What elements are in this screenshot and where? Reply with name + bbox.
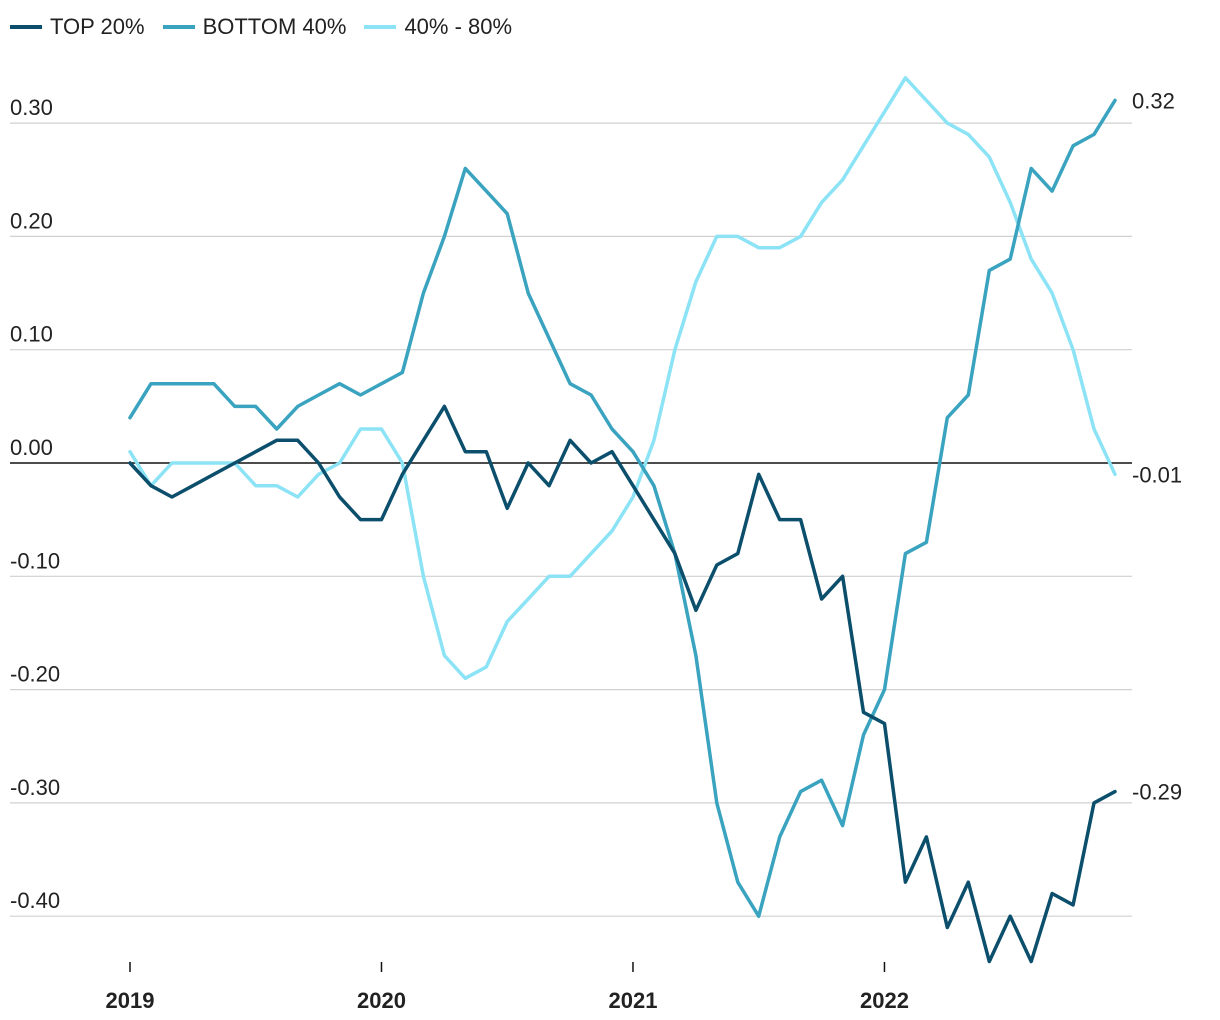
end-label-2: -0.01 (1132, 462, 1182, 487)
series-line-2 (128, 76, 1117, 681)
y-tick-label: 0.10 (10, 322, 53, 347)
x-tick-label: 2019 (106, 988, 155, 1013)
x-tick-label: 2020 (357, 988, 406, 1013)
y-tick-label: -0.10 (10, 548, 60, 573)
legend-swatch-top-20 (10, 25, 42, 29)
legend-swatch-bottom-40 (162, 25, 195, 29)
legend-item-top-20: TOP 20% (10, 14, 145, 40)
end-labels: -0.01 0.32 -0.29 (1132, 88, 1182, 804)
x-tick-label: 2022 (860, 988, 909, 1013)
x-axis: 2019 2020 2021 2022 (106, 962, 909, 1013)
gridlines (10, 122, 1132, 917)
legend-swatch-40-80 (364, 25, 397, 29)
y-tick-label: -0.20 (10, 662, 60, 687)
series-line-1 (128, 98, 1117, 918)
legend-label-top-20: TOP 20% (50, 14, 145, 39)
series-line-0 (128, 404, 1117, 964)
y-tick-label: 0.30 (10, 95, 53, 120)
y-tick-label: -0.40 (10, 888, 60, 913)
legend: TOP 20% BOTTOM 40% 40% - 80% (10, 14, 512, 40)
series-lines (128, 76, 1117, 964)
end-label-1: 0.32 (1132, 88, 1175, 113)
legend-item-bottom-40: BOTTOM 40% (162, 14, 347, 40)
end-label-0: -0.29 (1132, 780, 1182, 805)
legend-label-40-80: 40% - 80% (404, 14, 513, 39)
y-axis-labels: 0.30 0.20 0.10 0.00 -0.10 -0.20 -0.30 -0.40 (10, 95, 60, 913)
y-tick-label: -0.30 (10, 775, 60, 800)
y-tick-label: 0.20 (10, 208, 53, 233)
legend-label-bottom-40: BOTTOM 40% (202, 14, 347, 39)
y-tick-label: 0.00 (10, 435, 53, 460)
x-tick-label: 2021 (609, 988, 658, 1013)
legend-item-40-80: 40% - 80% (364, 14, 512, 40)
